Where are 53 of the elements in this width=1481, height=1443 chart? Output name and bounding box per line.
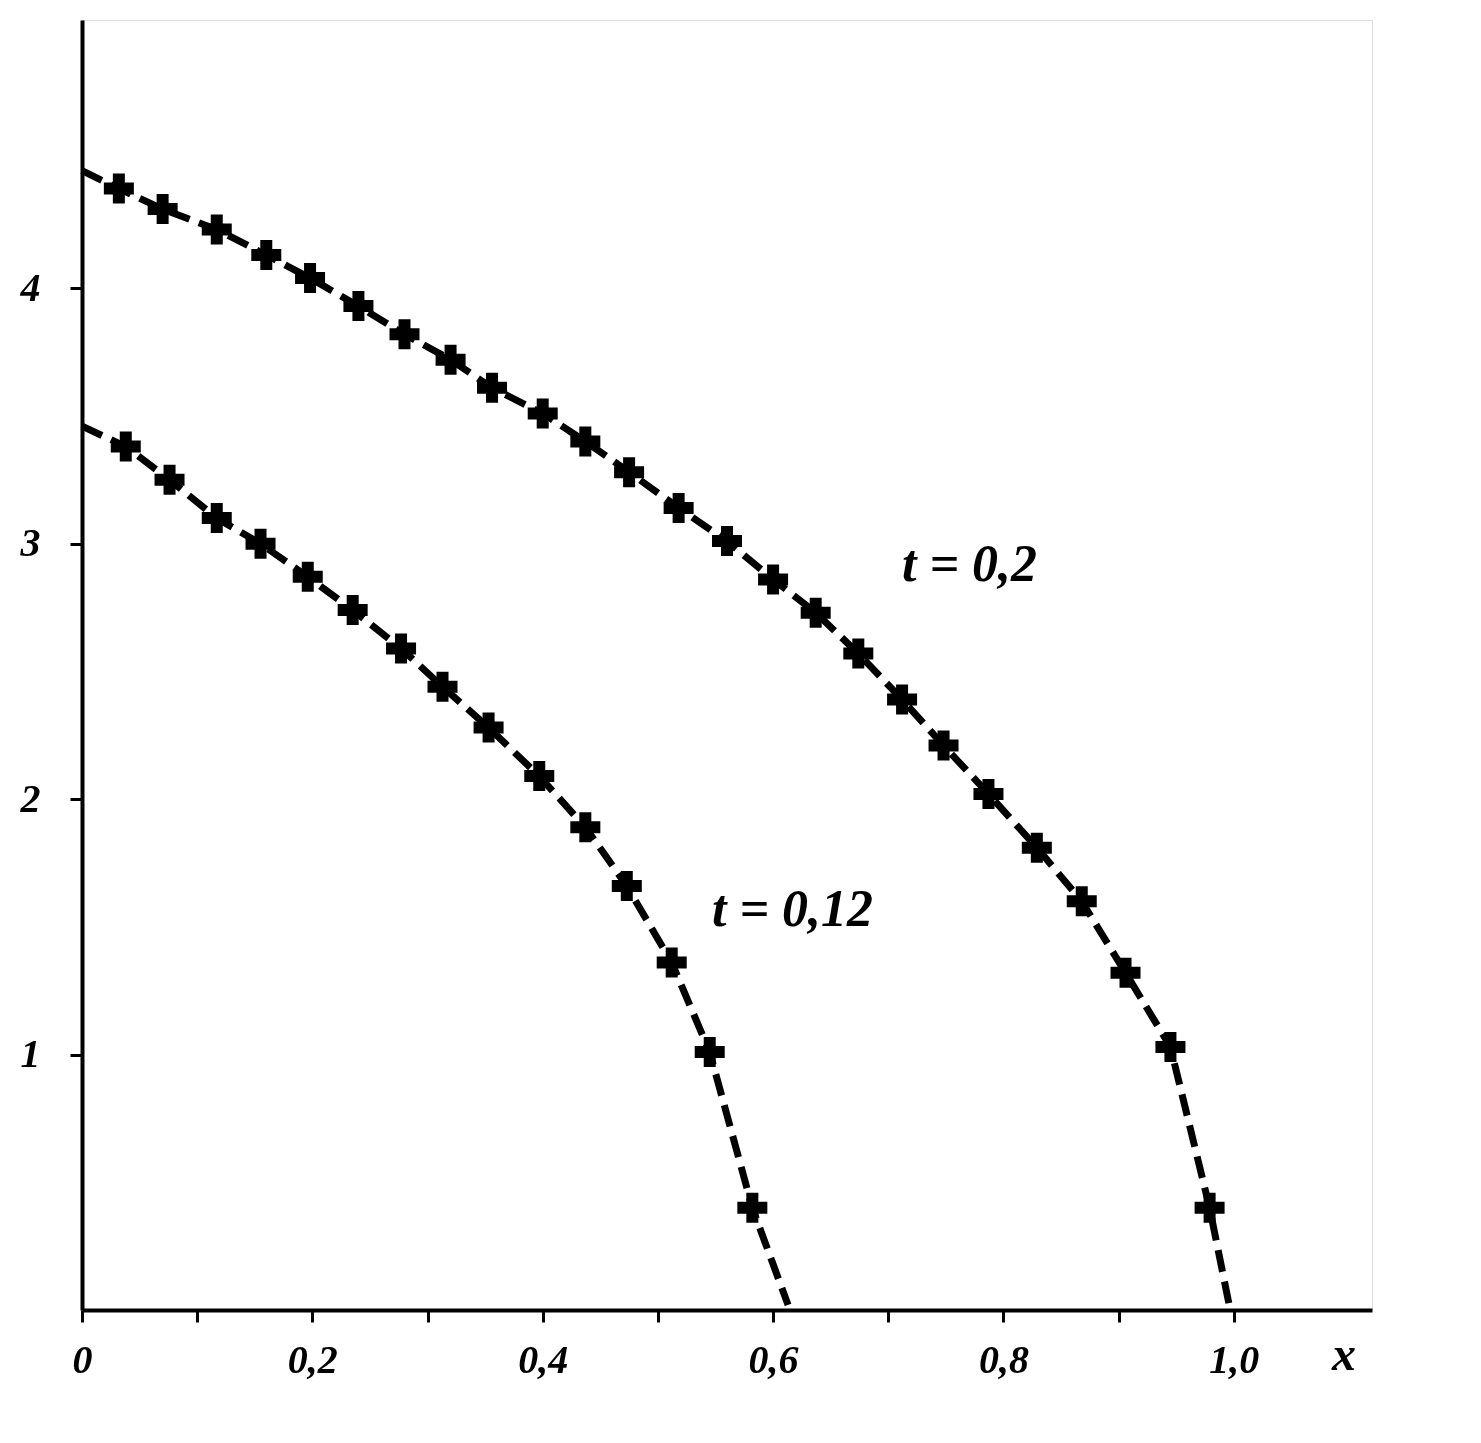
y-tick-label: 3 (19, 520, 41, 566)
point (103, 173, 134, 204)
point (245, 528, 276, 559)
point (1066, 886, 1097, 917)
point (251, 240, 282, 271)
point (928, 730, 959, 761)
point (1194, 1192, 1225, 1223)
point (1155, 1031, 1186, 1062)
x-tick-label: 0,6 (748, 1336, 799, 1382)
point (614, 457, 645, 488)
point (656, 947, 687, 978)
point (758, 564, 789, 595)
y-tick-label: 2 (19, 775, 41, 821)
point (292, 561, 323, 592)
point (737, 1192, 768, 1223)
point (973, 779, 1004, 809)
point (570, 426, 601, 457)
point (343, 291, 374, 322)
point (201, 503, 232, 534)
y-tick-label: 1 (20, 1031, 41, 1077)
point (295, 263, 326, 293)
point (1110, 957, 1141, 988)
x-tick-label: 1,0 (1209, 1336, 1260, 1382)
x-tick-label: 0 (72, 1336, 93, 1382)
point (435, 344, 466, 375)
point (887, 684, 918, 715)
point (800, 597, 831, 628)
point (154, 464, 185, 495)
x-tick-label: 0,8 (978, 1336, 1029, 1382)
point (147, 194, 178, 225)
point (389, 319, 420, 350)
x-axis-title: x (1331, 1327, 1356, 1380)
y-tick-label: 4 (19, 264, 41, 310)
point (1021, 832, 1052, 863)
point (427, 671, 458, 702)
point (663, 492, 694, 523)
annotation: t = 0,2 (902, 535, 1038, 592)
point (843, 638, 874, 669)
annotation: t = 0,12 (712, 880, 874, 937)
point (337, 595, 368, 626)
point (611, 870, 642, 901)
point (524, 761, 555, 792)
point (694, 1037, 725, 1067)
point (712, 526, 742, 557)
point (386, 633, 417, 664)
x-tick-label: 0,4 (518, 1336, 569, 1382)
point (473, 712, 504, 743)
point (110, 431, 141, 462)
point (477, 372, 508, 403)
point (201, 214, 232, 245)
point (570, 812, 601, 843)
point (527, 398, 558, 429)
x-tick-label: 0,2 (287, 1336, 338, 1382)
